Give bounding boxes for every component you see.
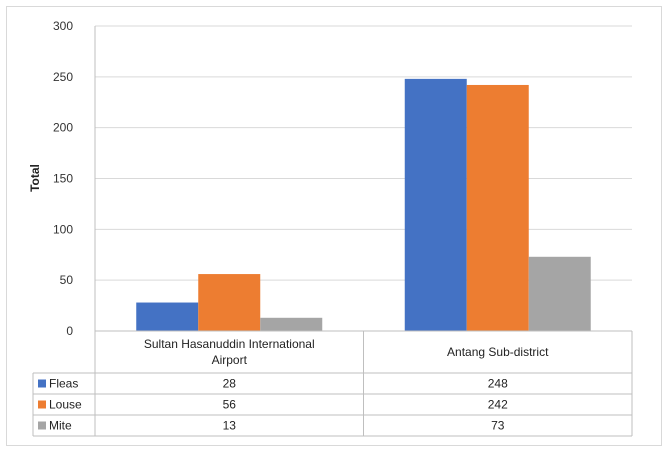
x-category-label: Sultan Hasanuddin International bbox=[144, 337, 315, 351]
legend-label: Louse bbox=[49, 398, 82, 412]
data-table: Sultan Hasanuddin International Airport An… bbox=[32, 330, 633, 437]
y-axis-label: Total bbox=[28, 164, 42, 192]
y-tick-label: 50 bbox=[60, 273, 74, 287]
table-cell-value: 242 bbox=[488, 398, 508, 412]
bar-fleas-0 bbox=[136, 302, 199, 331]
y-tick-label: 100 bbox=[53, 222, 73, 236]
table-cell-value: 73 bbox=[491, 419, 505, 433]
legend-label: Mite bbox=[49, 419, 72, 433]
table-cell-value: 28 bbox=[223, 377, 237, 391]
y-tick-label: 250 bbox=[53, 70, 73, 84]
y-tick-labels: 0 50 100 150 200 250 300 bbox=[53, 19, 73, 338]
bar-mite-0 bbox=[260, 317, 323, 331]
legend-key-mite bbox=[38, 421, 46, 430]
y-tick-label: 300 bbox=[53, 19, 73, 33]
table-cell-value: 248 bbox=[488, 377, 508, 391]
bar-louse-0 bbox=[198, 274, 261, 331]
x-category-label: Antang Sub-district bbox=[447, 345, 549, 359]
x-category-label: Airport bbox=[212, 353, 248, 367]
y-tick-label: 150 bbox=[53, 172, 73, 186]
bar-mite-1 bbox=[528, 256, 591, 331]
table-cell-value: 56 bbox=[223, 398, 237, 412]
y-tick-label: 200 bbox=[53, 121, 73, 135]
legend-key-louse bbox=[38, 400, 46, 409]
y-tick-label: 0 bbox=[66, 324, 73, 338]
bars bbox=[136, 78, 591, 331]
legend-key-fleas bbox=[38, 379, 46, 388]
bar-louse-1 bbox=[466, 84, 529, 331]
bar-fleas-1 bbox=[404, 78, 467, 331]
table-cell-value: 13 bbox=[223, 419, 237, 433]
legend-label: Fleas bbox=[49, 377, 78, 391]
